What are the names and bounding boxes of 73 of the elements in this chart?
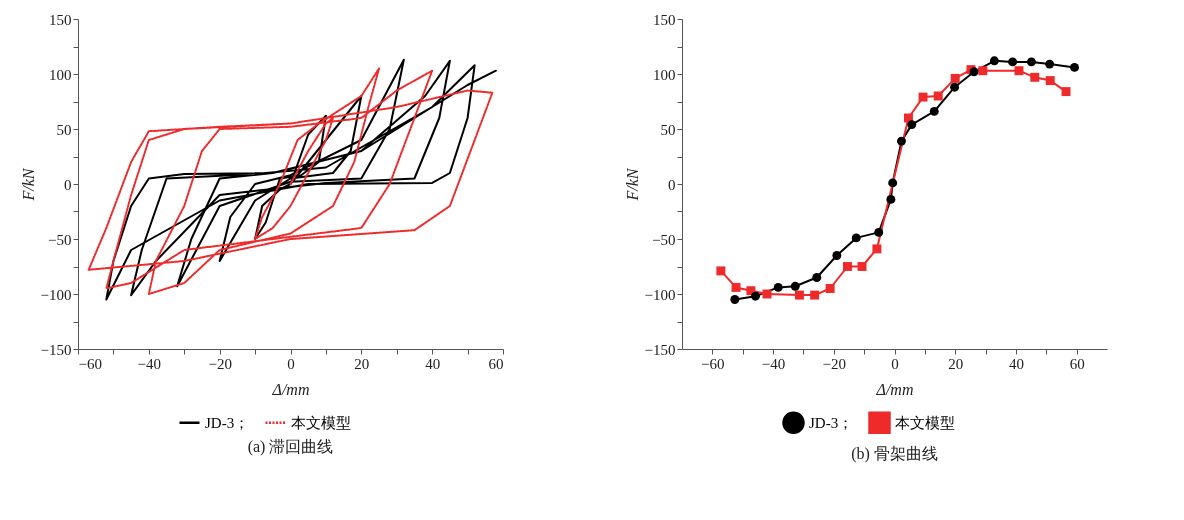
point <box>1026 57 1036 67</box>
y-tick-label: −50 <box>48 231 72 248</box>
x-tick-label: −20 <box>208 355 232 372</box>
legend-label: JD-3； <box>205 414 250 431</box>
point <box>716 266 726 276</box>
point <box>750 291 760 301</box>
point <box>825 284 835 293</box>
point <box>929 106 939 116</box>
y-tick-label: 100 <box>49 66 72 83</box>
x-tick-label: 40 <box>425 355 441 372</box>
y-tick-label: 100 <box>653 66 676 83</box>
point <box>731 282 741 292</box>
point <box>812 273 822 282</box>
point <box>842 262 852 271</box>
point <box>790 281 800 291</box>
point <box>888 178 898 188</box>
x-tick-label: 0 <box>891 355 899 372</box>
x-axis-title: Δ/mm <box>271 380 310 398</box>
point <box>773 282 783 292</box>
y-tick-label: 50 <box>56 121 72 138</box>
x-tick-label: −20 <box>822 355 847 372</box>
point <box>886 194 896 204</box>
y-tick-label: 50 <box>660 121 676 138</box>
point <box>918 92 928 102</box>
y-tick-label: 150 <box>653 11 676 28</box>
legend-label: JD-3； <box>809 414 854 431</box>
point <box>832 251 842 260</box>
point <box>1014 66 1024 76</box>
x-tick-label: −40 <box>761 355 786 372</box>
point <box>795 290 804 300</box>
x-tick-label: 60 <box>488 355 504 372</box>
point <box>1061 87 1071 97</box>
y-tick-label: −100 <box>644 286 676 303</box>
y-tick-label: 150 <box>49 11 72 28</box>
point <box>907 120 917 130</box>
y-tick-label: −150 <box>40 341 72 358</box>
point <box>1070 62 1079 72</box>
x-tick-label: −40 <box>137 355 162 372</box>
point <box>950 82 960 92</box>
point <box>810 290 820 300</box>
x-tick-label: −60 <box>78 355 102 372</box>
x-tick-label: 20 <box>948 355 964 372</box>
legend-label: 本文模型 <box>291 414 351 431</box>
point <box>1030 72 1040 82</box>
point <box>1008 57 1018 67</box>
x-tick-label: 60 <box>1069 355 1085 372</box>
text: (a) 滞回曲线 <box>247 438 334 456</box>
x-tick-label: −60 <box>701 355 725 372</box>
point <box>874 227 884 237</box>
x-tick-label: 40 <box>1008 355 1024 372</box>
point <box>851 233 861 243</box>
point <box>978 66 988 76</box>
y-axis-title: F/kN <box>623 167 641 202</box>
y-tick-label: 0 <box>64 176 72 193</box>
point <box>989 56 999 66</box>
x-tick-label: 0 <box>287 355 295 372</box>
x-tick-label: 20 <box>354 355 370 372</box>
legend-label: 本文模型 <box>895 414 955 431</box>
point <box>897 136 906 146</box>
y-tick-label: −100 <box>40 286 72 303</box>
point <box>1045 76 1055 86</box>
y-tick-label: −150 <box>644 341 676 358</box>
y-tick-label: −50 <box>652 231 676 248</box>
y-axis-title: F/kN <box>19 167 37 202</box>
x-axis-title: Δ/mm <box>875 380 914 398</box>
point <box>730 295 740 304</box>
y-tick-label: 0 <box>668 176 676 193</box>
point <box>857 262 867 271</box>
point <box>872 244 882 254</box>
point <box>950 73 960 83</box>
point <box>1045 59 1055 69</box>
text: (b) 骨架曲线 <box>851 445 938 463</box>
point <box>933 91 943 101</box>
